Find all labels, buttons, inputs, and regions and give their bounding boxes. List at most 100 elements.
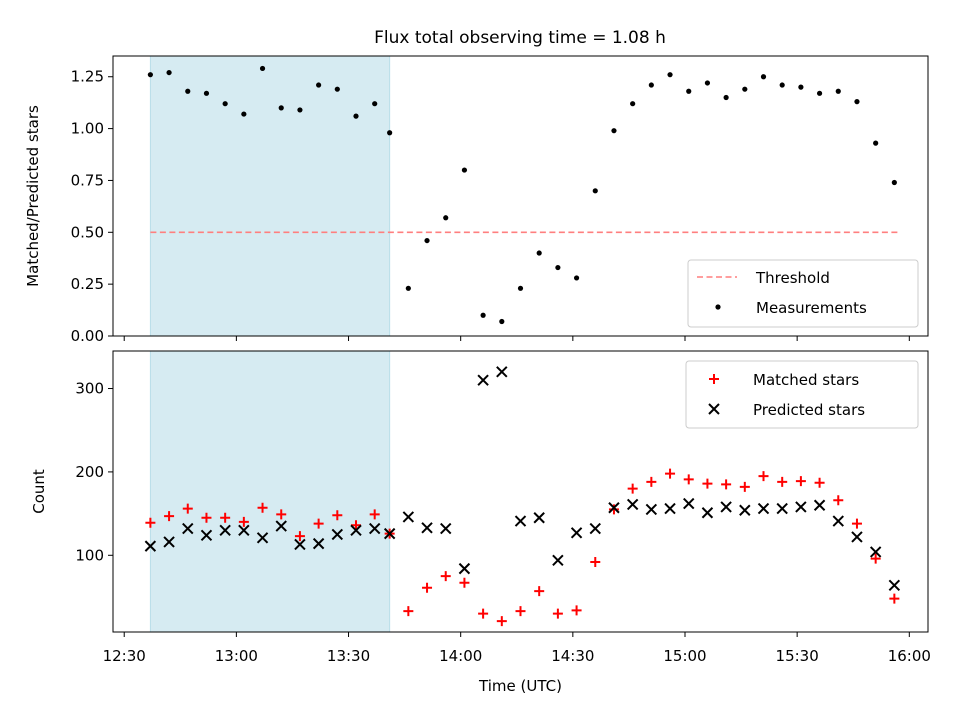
measurement-point <box>891 179 897 186</box>
measurement-point <box>742 86 748 92</box>
matched-star-point <box>590 556 601 567</box>
predicted-star-point <box>200 529 213 541</box>
matched-star-point <box>851 518 862 529</box>
legend-label: Threshold <box>755 269 830 287</box>
measurement-point <box>854 99 860 105</box>
predicted-star-point <box>533 512 545 524</box>
matched-star-point <box>777 476 788 487</box>
matched-star-point <box>721 479 732 490</box>
measurement-point <box>353 113 359 119</box>
matched-star-point <box>201 512 212 523</box>
predicted-star-point <box>813 499 826 511</box>
matched-star-point <box>182 503 193 514</box>
legend-box <box>687 259 919 328</box>
measurement-point <box>630 101 636 107</box>
matched-star-point <box>459 577 470 588</box>
measurement-point <box>203 90 210 96</box>
matched-star-point <box>276 509 287 520</box>
measurement-point <box>555 264 561 271</box>
count-marks <box>144 366 901 627</box>
measurement-point <box>499 318 505 325</box>
count-axes: 100 200 300 12:30 13:00 13:30 14:00 14:30 15:00 1… <box>75 380 931 665</box>
matched-star-point <box>702 478 713 489</box>
y-tick-label: 0.25 <box>71 275 104 293</box>
count-legend: Matched stars Predicted stars <box>685 360 919 429</box>
measurement-point <box>166 69 172 76</box>
matched-star-point <box>683 474 694 485</box>
predicted-star-point <box>776 502 788 515</box>
predicted-star-point <box>238 524 250 536</box>
matched-star-point <box>758 471 769 482</box>
predicted-star-point <box>683 497 695 510</box>
matched-star-point <box>496 616 507 627</box>
measurement-point <box>723 94 729 101</box>
measurement-point <box>816 90 823 96</box>
predicted-star-point <box>626 498 639 511</box>
predicted-star-point <box>383 527 396 540</box>
predicted-star-point <box>720 501 732 513</box>
matched-star-point <box>814 477 825 488</box>
measurement-point <box>334 86 340 92</box>
predicted-star-point <box>312 537 325 550</box>
predicted-star-point <box>570 527 583 539</box>
predicted-star-point <box>608 502 620 514</box>
predicted-star-point <box>832 515 844 527</box>
x-tick-label: 16:00 <box>888 647 931 665</box>
x-tick-label: 13:30 <box>327 647 370 665</box>
predicted-star-point <box>496 366 508 378</box>
predicted-star-point <box>182 522 194 535</box>
ratio-marks <box>147 65 899 325</box>
measurement-point <box>592 188 598 194</box>
x-tick-label: 14:30 <box>551 647 594 665</box>
predicted-star-point <box>402 511 415 523</box>
legend-label: Measurements <box>756 299 867 317</box>
matched-star-point <box>515 606 526 617</box>
matched-star-point <box>795 476 806 487</box>
matched-star-point <box>646 476 657 487</box>
matched-star-point <box>440 571 451 582</box>
measurement-point <box>241 111 247 117</box>
legend-matched-swatch <box>709 374 719 384</box>
ratio-panel: 0.00 0.25 0.50 0.75 1.00 1.25 Matched/Predict… <box>24 55 929 345</box>
matched-star-point <box>665 468 676 479</box>
shaded-span <box>149 55 391 337</box>
chart-title: Flux total observing time = 1.08 h <box>374 28 666 48</box>
x-tick-label: 13:00 <box>215 647 258 665</box>
y-tick-label: 200 <box>75 463 104 481</box>
legend-predicted-swatch <box>708 403 720 415</box>
predicted-star-point <box>888 579 901 592</box>
y-tick-label: 0.75 <box>71 171 104 189</box>
measurement-point <box>704 80 711 86</box>
legend-label: Predicted stars <box>753 401 865 419</box>
predicted-star-point <box>331 528 344 541</box>
measurement-point <box>222 101 228 107</box>
matched-star-point <box>608 504 619 515</box>
measurement-point <box>372 101 378 107</box>
measurement-point <box>461 167 468 173</box>
measurement-point <box>185 88 191 94</box>
predicted-star-point <box>869 546 882 558</box>
shaded-span <box>149 350 391 633</box>
predicted-star-point <box>757 502 770 515</box>
matched-star-point <box>422 582 433 593</box>
predicted-star-point <box>589 522 601 535</box>
matched-star-point <box>332 510 343 521</box>
matched-star-point <box>478 608 489 619</box>
predicted-star-point <box>477 374 489 386</box>
predicted-star-point <box>739 504 751 516</box>
predicted-star-point <box>795 501 807 513</box>
predicted-star-point <box>440 522 452 535</box>
matched-star-point <box>870 553 881 564</box>
measurement-point <box>259 65 266 72</box>
measurement-point <box>480 312 486 318</box>
predicted-star-point <box>514 515 527 527</box>
measurement-point <box>278 105 284 111</box>
ratio-legend: Threshold Measurements <box>687 259 919 328</box>
y-tick-label: 0.50 <box>71 223 104 241</box>
matched-star-point <box>257 502 268 513</box>
measurement-point <box>573 275 580 281</box>
predicted-star-point <box>421 522 433 534</box>
ratio-y-axis-label: Matched/Predicted stars <box>24 105 42 287</box>
predicted-star-point <box>144 540 157 552</box>
